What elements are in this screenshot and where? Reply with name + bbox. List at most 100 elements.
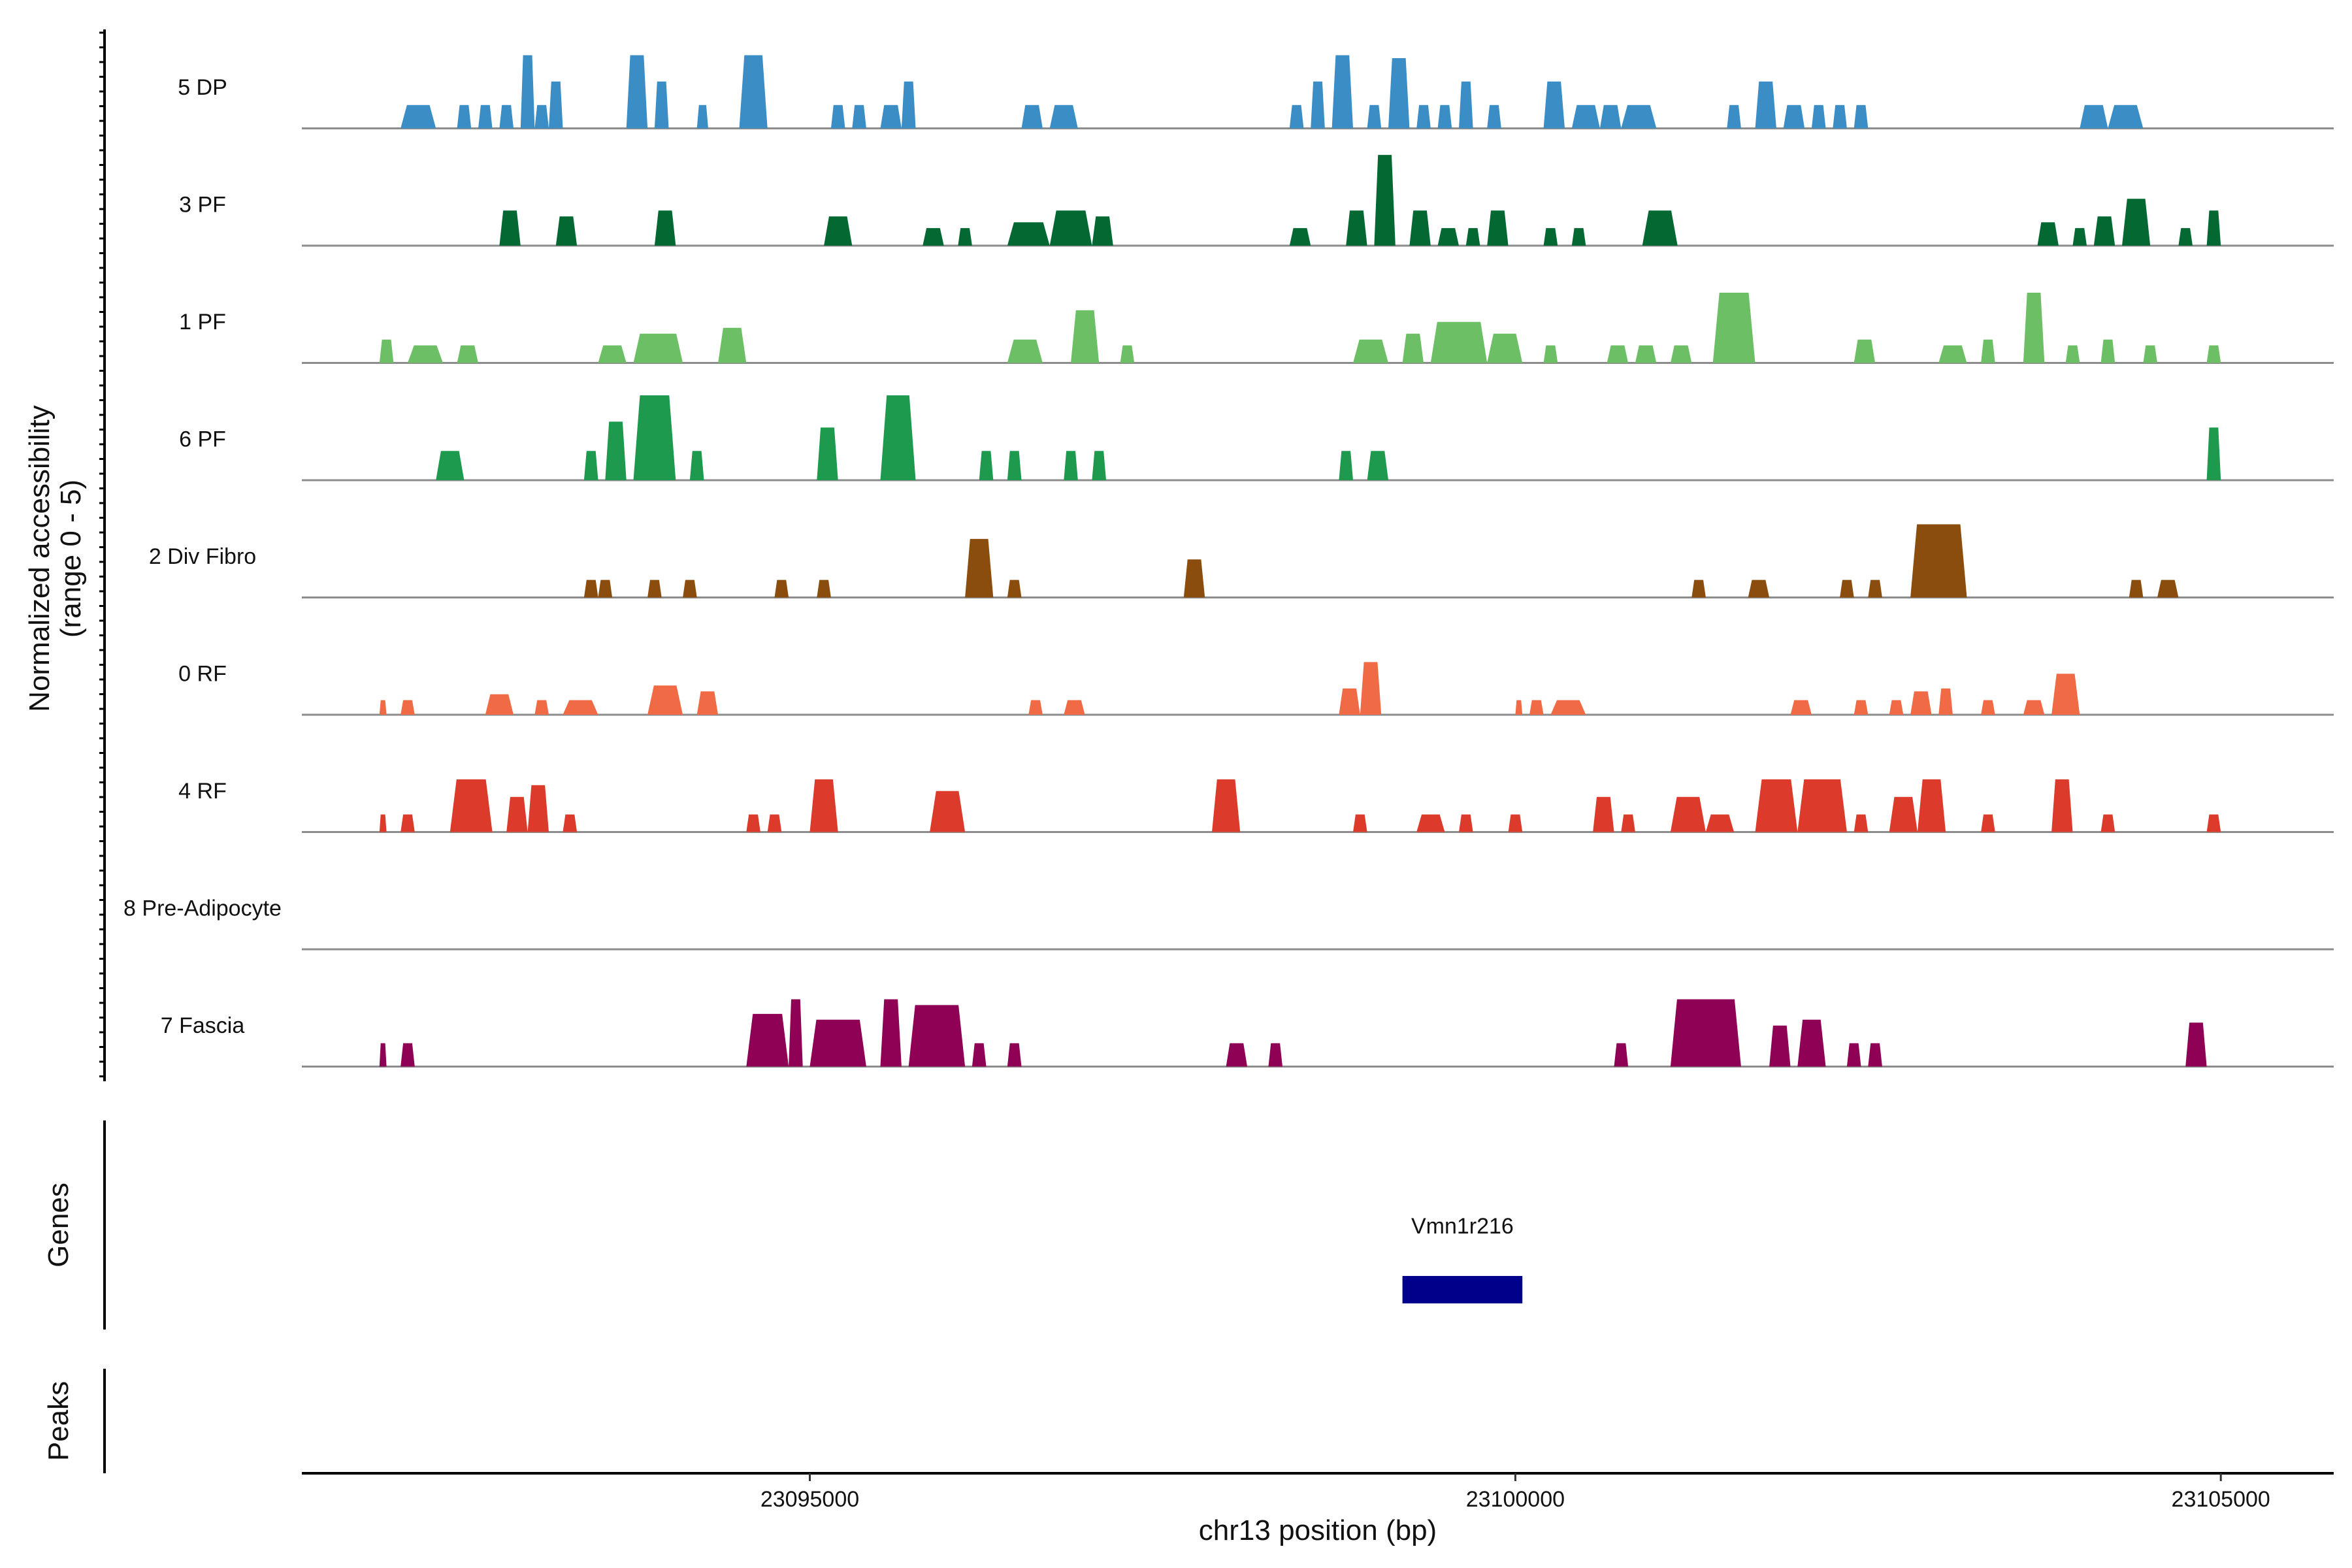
coverage-peak bbox=[1226, 1043, 1247, 1067]
track-6: 0 RF bbox=[178, 662, 2334, 716]
track-label: 4 RF bbox=[178, 779, 227, 804]
track-label: 2 Div Fibro bbox=[149, 544, 256, 569]
coverage-peak bbox=[1437, 105, 1452, 129]
coverage-peak bbox=[1311, 81, 1325, 129]
gene-label: Vmn1r216 bbox=[1411, 1214, 1514, 1239]
coverage-peak bbox=[1092, 451, 1106, 480]
coverage-peak bbox=[633, 395, 676, 480]
coverage-peak bbox=[1910, 691, 1932, 715]
coverage-peak bbox=[923, 228, 944, 246]
coverage-peak bbox=[1691, 580, 1706, 598]
coverage-peak bbox=[1543, 345, 1558, 363]
coverage-peak bbox=[1981, 339, 1995, 363]
coverage-peak bbox=[1917, 779, 1946, 832]
coverage-peak bbox=[2108, 105, 2144, 129]
coverage-peak bbox=[696, 691, 719, 715]
coverage-peak bbox=[1064, 451, 1078, 480]
coverage-peak bbox=[908, 1005, 966, 1067]
coverage-peak bbox=[1459, 81, 1473, 129]
coverage-peak bbox=[830, 105, 845, 129]
coverage-peak bbox=[739, 55, 768, 129]
coverage-peak bbox=[824, 216, 853, 246]
coverage-peak bbox=[1840, 580, 1854, 598]
coverage-peak bbox=[2037, 222, 2059, 246]
coverage-peak bbox=[2100, 339, 2115, 363]
track-label: 5 DP bbox=[178, 75, 227, 100]
coverage-peak bbox=[1748, 580, 1770, 598]
coverage-peak bbox=[1028, 700, 1043, 715]
coverage-peak bbox=[555, 216, 578, 246]
coverage-peak bbox=[683, 580, 697, 598]
coverage-peak bbox=[1981, 814, 1995, 832]
coverage-peak bbox=[1670, 999, 1741, 1067]
coverage-peak bbox=[1049, 210, 1092, 246]
coverage-peak bbox=[1635, 345, 1657, 363]
coverage-peak bbox=[2185, 1022, 2207, 1067]
coverage-peak bbox=[809, 1019, 866, 1067]
coverage-peak bbox=[809, 779, 838, 832]
coverage-peak bbox=[1465, 228, 1480, 246]
track-1: 5 DP bbox=[178, 55, 2334, 129]
coverage-peak bbox=[1007, 339, 1043, 363]
coverage-peak bbox=[2178, 228, 2193, 246]
coverage-peak bbox=[626, 55, 648, 129]
coverage-peak bbox=[1353, 339, 1388, 363]
coverage-peak bbox=[1868, 1043, 1882, 1067]
track-2: 3 PF bbox=[179, 155, 2334, 247]
coverage-peak bbox=[1607, 345, 1629, 363]
coverage-peak bbox=[1543, 228, 1558, 246]
coverage-peak bbox=[2100, 814, 2115, 832]
coverage-peak bbox=[1593, 796, 1614, 832]
coverage-peak bbox=[1854, 814, 1869, 832]
coverage-peak bbox=[1064, 700, 1085, 715]
coverage-peak bbox=[520, 55, 535, 129]
coverage-peak bbox=[400, 1043, 415, 1067]
coverage-peak bbox=[549, 81, 563, 129]
coverage-peak bbox=[408, 345, 443, 363]
coverage-peak bbox=[979, 451, 994, 480]
coverage-peak bbox=[1007, 1043, 1022, 1067]
coverage-peak bbox=[746, 1013, 789, 1067]
coverage-peak bbox=[499, 210, 521, 246]
coverage-peak bbox=[1289, 228, 1311, 246]
coverage-peak bbox=[2206, 427, 2221, 480]
coverage-peak bbox=[1529, 700, 1544, 715]
coverage-peak bbox=[1705, 814, 1735, 832]
coverage-peak bbox=[1388, 58, 1410, 129]
coverage-peak bbox=[654, 81, 669, 129]
coverage-peak bbox=[2143, 345, 2157, 363]
coverage-peak bbox=[1339, 451, 1353, 480]
track-label: 8 Pre-Adipocyte bbox=[123, 896, 282, 921]
coverage-peak bbox=[583, 451, 598, 480]
coverage-peak bbox=[598, 580, 613, 598]
coverage-peak bbox=[1353, 814, 1367, 832]
coverage-peak bbox=[1571, 228, 1586, 246]
coverage-peak bbox=[605, 421, 627, 480]
coverage-peak bbox=[633, 333, 683, 363]
coverage-peak bbox=[1346, 210, 1367, 246]
coverage-peak bbox=[1339, 688, 1360, 715]
coverage-peak bbox=[499, 105, 514, 129]
coverage-peak bbox=[1268, 1043, 1282, 1067]
y-axis bbox=[99, 29, 106, 1081]
coverage-peak bbox=[696, 105, 708, 129]
coverage-peak bbox=[449, 779, 493, 832]
coverage-peak bbox=[1487, 333, 1523, 363]
coverage-peak bbox=[563, 700, 598, 715]
y-axis-label: Normalized accessibility (range 0 - 5) bbox=[24, 405, 87, 711]
coverage-peak bbox=[1071, 310, 1100, 363]
x-tick-label: 23100000 bbox=[1466, 1487, 1565, 1512]
coverage-peak bbox=[400, 105, 436, 129]
coverage-peak bbox=[1430, 321, 1488, 363]
peaks-panel-label: Peaks bbox=[42, 1381, 74, 1461]
coverage-peak bbox=[746, 814, 760, 832]
coverage-peak bbox=[1783, 105, 1805, 129]
coverage-peak bbox=[2072, 228, 2087, 246]
coverage-peak bbox=[478, 105, 493, 129]
coverage-peak bbox=[1938, 688, 1953, 715]
peaks-panel: Peaks bbox=[42, 1369, 106, 1473]
coverage-peak bbox=[1889, 796, 1918, 832]
coverage-peak bbox=[1727, 105, 1741, 129]
coverage-peak bbox=[1642, 210, 1678, 246]
coverage-peak bbox=[379, 1043, 387, 1067]
